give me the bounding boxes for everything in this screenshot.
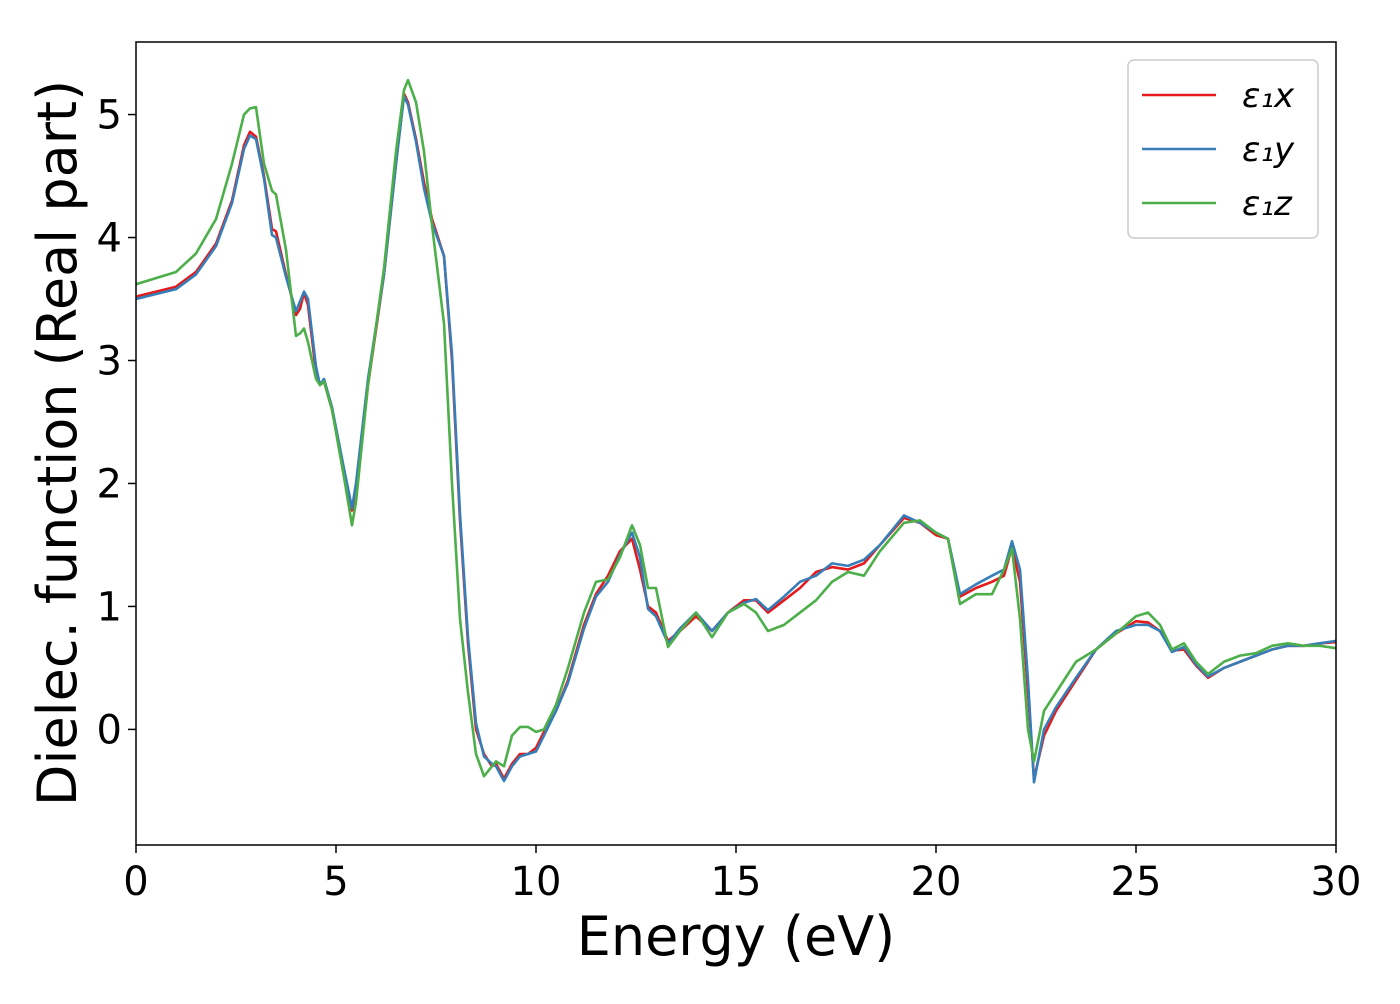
legend-box xyxy=(1127,59,1319,239)
x-tick-label: 15 xyxy=(711,859,762,905)
x-tick-label: 20 xyxy=(911,859,962,905)
x-tick-label: 25 xyxy=(1111,859,1162,905)
y-tick-label: 4 xyxy=(97,216,122,262)
legend-label: ε₁z xyxy=(1242,184,1293,224)
x-tick-label: 10 xyxy=(511,859,562,905)
y-tick-label: 5 xyxy=(97,93,122,139)
legend-label: ε₁x xyxy=(1242,76,1295,116)
y-tick-label: 1 xyxy=(97,584,122,630)
x-axis-label: Energy (eV) xyxy=(577,905,896,968)
y-tick-label: 3 xyxy=(97,338,122,384)
line-series xyxy=(136,78,1336,778)
y-tick-label: 2 xyxy=(97,461,122,507)
plot-frame xyxy=(135,41,1337,846)
x-tick-label: 5 xyxy=(323,859,348,905)
x-tick-label: 0 xyxy=(123,859,148,905)
y-tick-label: 0 xyxy=(97,707,122,753)
legend-label: ε₁y xyxy=(1242,130,1295,170)
y-axis-label: Dielec. function (Real part) xyxy=(26,80,89,806)
x-tick-label: 30 xyxy=(1311,859,1362,905)
